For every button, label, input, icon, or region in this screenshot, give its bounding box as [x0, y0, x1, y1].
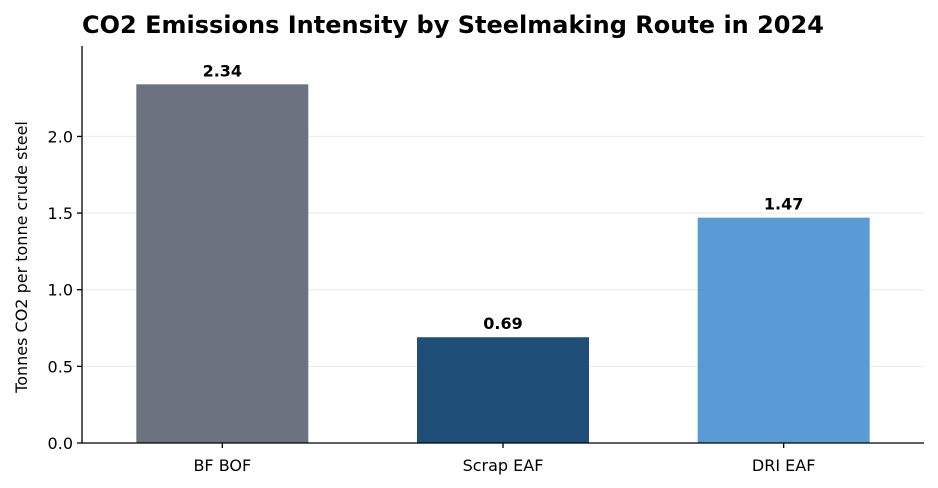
bar-scrap-eaf	[417, 337, 589, 443]
x-tick-label: BF BOF	[193, 456, 251, 475]
y-axis-ticks: 0.0 0.5 1.0 1.5 2.0	[48, 127, 82, 453]
y-tick-label: 0.5	[48, 357, 73, 376]
y-tick-label: 1.5	[48, 204, 73, 223]
bar-value-label: 2.34	[203, 61, 242, 80]
bars	[136, 84, 870, 443]
bar-bf-bof	[136, 84, 309, 443]
x-tick-label: Scrap EAF	[463, 456, 544, 475]
bar-value-label: 0.69	[483, 314, 522, 333]
bar-dri-eaf	[697, 217, 870, 443]
y-tick-label: 1.0	[48, 281, 73, 300]
value-labels: 2.34 0.69 1.47	[203, 61, 804, 333]
y-tick-label: 2.0	[48, 127, 73, 146]
x-tick-label: DRI EAF	[752, 456, 816, 475]
y-tick-label: 0.0	[48, 434, 73, 453]
chart-title: CO2 Emissions Intensity by Steelmaking R…	[82, 11, 824, 39]
y-axis-label: Tonnes CO2 per tonne crude steel	[12, 121, 31, 394]
x-axis-ticks: BF BOF Scrap EAF DRI EAF	[193, 443, 815, 475]
bar-value-label: 1.47	[764, 195, 803, 214]
